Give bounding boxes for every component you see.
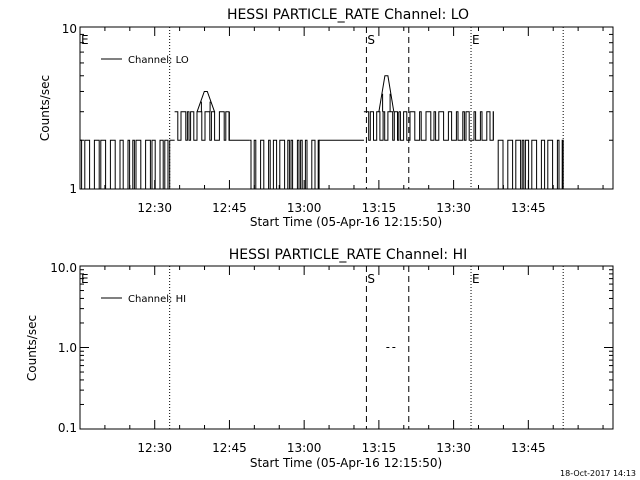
x-tick-label: 13:00 <box>287 441 322 455</box>
series-line <box>249 139 320 190</box>
chart-lo-xticks: 12:30 12:45 13:00 13:15 13:30 13:45 <box>79 26 613 215</box>
event-marker-label: E <box>472 33 480 47</box>
series-line <box>493 139 564 190</box>
x-tick-label: 13:15 <box>362 201 397 215</box>
chart-lo-ytick-10: 10 <box>62 22 77 36</box>
series-line <box>174 111 230 141</box>
chart-hi-xticks: 12:30 12:45 13:00 13:15 13:30 13:45 <box>79 265 613 455</box>
series-line <box>398 111 494 141</box>
x-tick-label: 12:30 <box>137 201 172 215</box>
chart-lo: HESSI PARTICLE_RATE Channel: LO Counts/s… <box>38 7 614 229</box>
x-tick-label: 12:30 <box>137 441 172 455</box>
x-tick-label: 12:45 <box>212 441 247 455</box>
chart-hi-ytick-0-1: 0.1 <box>58 421 77 435</box>
chart-lo-series <box>80 75 564 190</box>
x-tick-label: 12:45 <box>212 201 247 215</box>
event-marker-label: E <box>81 272 89 286</box>
chart-hi: HESSI PARTICLE_RATE Channel: HI Counts/s… <box>25 247 614 470</box>
event-marker-label: S <box>367 272 375 286</box>
series-peak <box>196 91 215 112</box>
chart-lo-frame <box>79 26 614 190</box>
x-tick-label: 13:00 <box>287 201 322 215</box>
x-tick-label: 13:45 <box>511 201 546 215</box>
chart-lo-ylabel: Counts/sec <box>38 75 52 141</box>
chart-hi-ytick-1: 1.0 <box>58 341 77 355</box>
chart-lo-ytick-1: 1 <box>69 182 77 196</box>
chart-hi-frame <box>79 265 614 430</box>
event-marker-label: S <box>367 33 375 47</box>
series-peak <box>378 75 395 112</box>
footer-timestamp: 18-Oct-2017 14:13 <box>560 469 636 478</box>
chart-hi-xlabel: Start Time (05-Apr-16 12:15:50) <box>250 456 442 470</box>
x-tick-label: 13:30 <box>436 441 471 455</box>
series-line <box>363 111 400 141</box>
chart-hi-ytick-10: 10.0 <box>50 261 77 275</box>
chart-hi-ylabel: Counts/sec <box>25 315 39 381</box>
chart-lo-xlabel: Start Time (05-Apr-16 12:15:50) <box>250 215 442 229</box>
x-tick-label: 13:30 <box>436 201 471 215</box>
chart-lo-legend-label: Channel: LO <box>128 55 189 66</box>
chart-lo-title: HESSI PARTICLE_RATE Channel: LO <box>227 7 469 23</box>
x-tick-label: 13:45 <box>511 441 546 455</box>
x-tick-label: 13:15 <box>362 441 397 455</box>
series-line <box>80 139 171 190</box>
chart-hi-legend-label: Channel: HI <box>128 294 186 305</box>
event-marker-label: E <box>472 272 480 286</box>
chart-hi-title: HESSI PARTICLE_RATE Channel: HI <box>229 247 467 263</box>
event-marker-label: E <box>81 33 89 47</box>
